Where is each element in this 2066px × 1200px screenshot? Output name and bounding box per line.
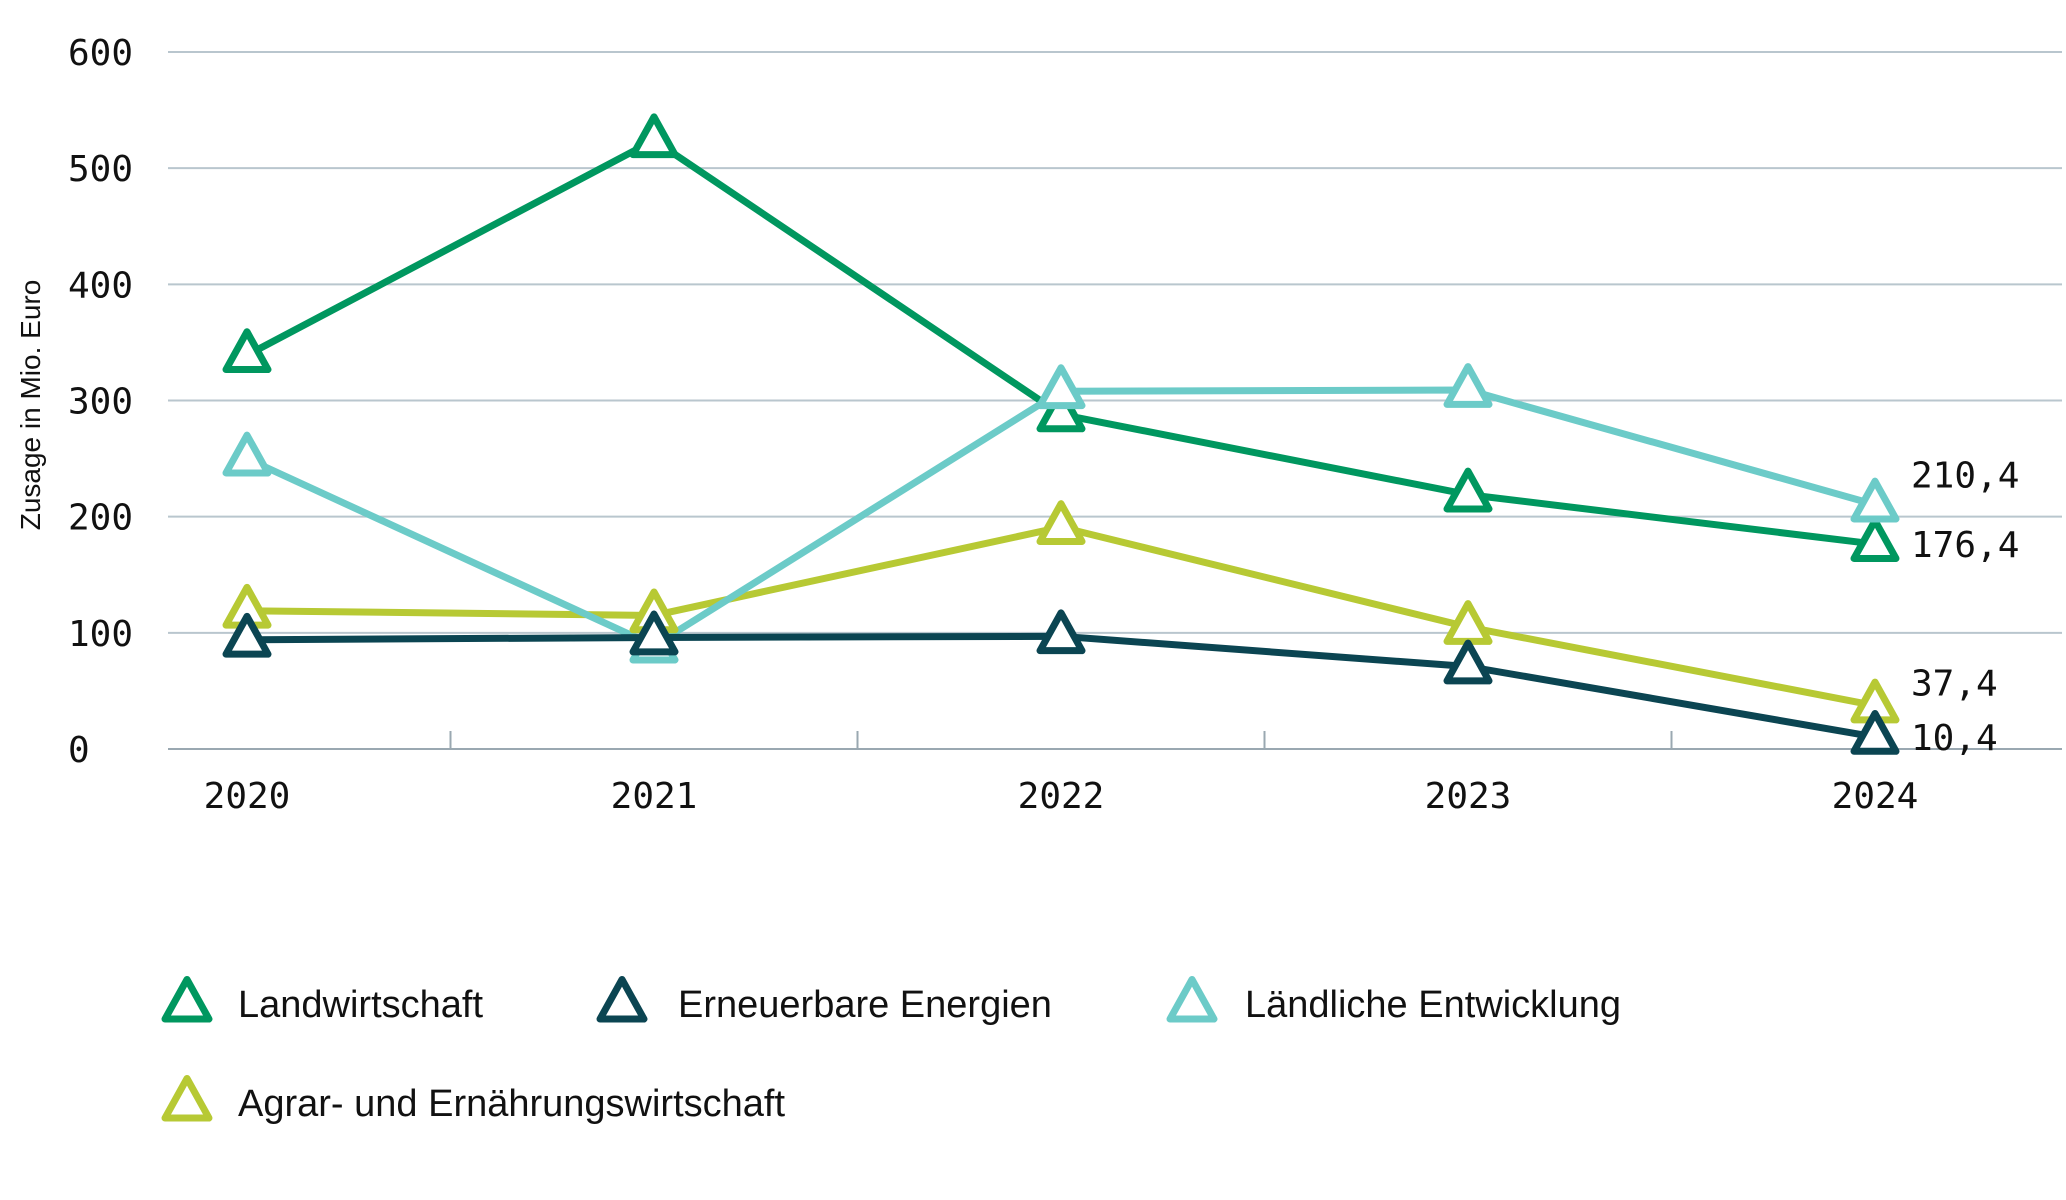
legend-triangle-icon bbox=[161, 975, 213, 1023]
legend-triangle-icon bbox=[1166, 975, 1218, 1023]
data-point-marker bbox=[222, 431, 272, 477]
data-point-marker bbox=[629, 610, 679, 656]
x-axis-ticks: 2020 2021 2022 2023 2024 bbox=[204, 776, 1919, 817]
y-tick-label: 400 bbox=[68, 265, 133, 306]
data-point-marker bbox=[1036, 609, 1086, 655]
data-point-marker bbox=[1036, 500, 1086, 545]
y-tick-label: 100 bbox=[68, 614, 133, 655]
data-point-marker bbox=[1850, 709, 1900, 755]
end-value-label: 37,4 bbox=[1911, 664, 1998, 705]
data-point-marker bbox=[1036, 364, 1086, 410]
legend-label: Erneuerbare Energien bbox=[678, 984, 1052, 1026]
y-axis-label: Zusage in Mio. Euro bbox=[15, 280, 46, 531]
y-tick-label: 0 bbox=[68, 730, 90, 771]
y-tick-label: 500 bbox=[68, 149, 133, 190]
data-point-marker bbox=[1036, 387, 1086, 433]
data-point-marker bbox=[629, 113, 679, 159]
data-point-marker bbox=[1850, 517, 1900, 562]
legend-triangle-icon bbox=[161, 1074, 213, 1122]
x-tick-label: 2021 bbox=[611, 776, 698, 817]
end-value-label: 210,4 bbox=[1911, 456, 2019, 497]
data-point-marker bbox=[1443, 363, 1493, 408]
data-point-marker bbox=[222, 328, 272, 374]
data-point-marker bbox=[222, 612, 272, 658]
series-line-0 bbox=[243, 136, 1879, 548]
x-tick-label: 2024 bbox=[1832, 776, 1919, 817]
grid bbox=[168, 51, 2062, 750]
y-tick-label: 200 bbox=[68, 498, 133, 539]
data-point-marker bbox=[1850, 477, 1900, 523]
legend-triangle-icon bbox=[596, 975, 648, 1023]
x-tick-label: 2020 bbox=[204, 776, 291, 817]
y-axis-ticks: 0 100 200 300 400 500 600 bbox=[68, 33, 133, 771]
x-tick-label: 2022 bbox=[1018, 776, 1105, 817]
legend-label: Agrar- und Ernährungswirtschaft bbox=[238, 1083, 785, 1125]
legend-label: Landwirtschaft bbox=[238, 984, 483, 1026]
y-tick-label: 600 bbox=[68, 33, 133, 74]
series-markers bbox=[222, 113, 1900, 755]
end-value-label: 10,4 bbox=[1911, 718, 1998, 759]
y-tick-label: 300 bbox=[68, 382, 133, 423]
legend: Landwirtschaft Erneuerbare Energien Ländli… bbox=[161, 975, 1621, 1125]
x-tick-label: 2023 bbox=[1425, 776, 1512, 817]
data-point-marker bbox=[1443, 467, 1493, 513]
end-value-label: 176,4 bbox=[1911, 525, 2019, 566]
legend-label: Ländliche Entwicklung bbox=[1245, 984, 1621, 1026]
end-labels: 176,4 10,4 210,4 37,4 bbox=[1911, 456, 2019, 759]
data-point-marker bbox=[1443, 639, 1493, 685]
